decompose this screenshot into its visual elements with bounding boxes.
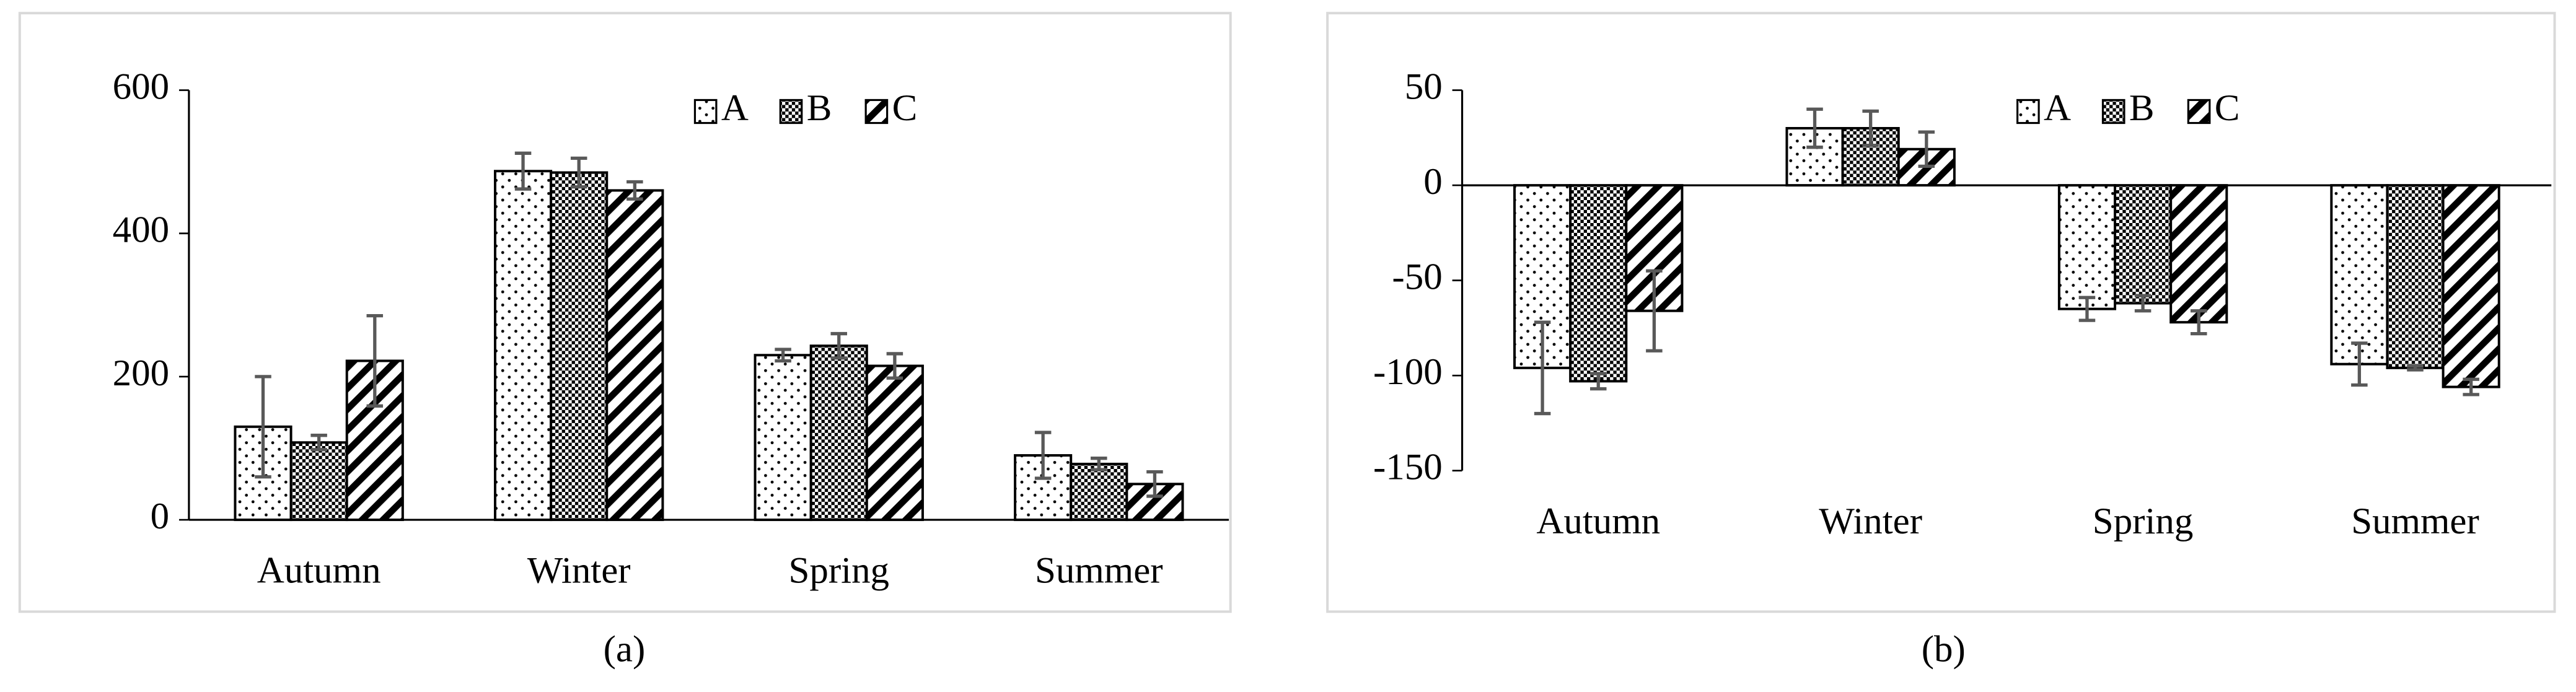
- legend-label: A: [721, 87, 749, 129]
- error-bar: [1918, 130, 1935, 169]
- error-bar: [514, 151, 532, 191]
- bar: [2057, 184, 2117, 310]
- y-tick-label: -50: [1392, 256, 1442, 298]
- bar: [605, 189, 664, 522]
- error-bar: [570, 156, 587, 189]
- x-tick-label: Summer: [2351, 501, 2479, 542]
- legend-swatch: [864, 99, 889, 125]
- legend-label: A: [2044, 87, 2071, 129]
- error-bar: [1589, 372, 1607, 391]
- caption: (a): [604, 628, 646, 670]
- error-bar: [2190, 309, 2207, 336]
- x-tick-label: Summer: [1035, 550, 1163, 591]
- bar: [1070, 462, 1128, 522]
- legend-swatch: [779, 99, 803, 125]
- error-bar: [626, 180, 643, 201]
- error-bar: [1091, 457, 1107, 471]
- y-tick-label: 50: [1405, 66, 1443, 108]
- y-tick-label: 600: [113, 66, 169, 108]
- error-bar: [1862, 109, 1879, 147]
- error-bar: [2078, 296, 2096, 322]
- bar: [550, 171, 609, 522]
- legend-label: C: [2215, 87, 2240, 129]
- error-bar: [775, 348, 791, 363]
- x-tick-label: Autumn: [1536, 501, 1660, 542]
- bar: [1569, 184, 1628, 383]
- error-bar: [1806, 107, 1823, 149]
- error-bar: [1646, 269, 1663, 353]
- caption: (b): [1922, 628, 1966, 670]
- error-bar: [1034, 431, 1052, 480]
- y-tick-label: 400: [113, 209, 169, 251]
- error-bar: [310, 434, 327, 452]
- bar: [2330, 184, 2389, 366]
- legend-label: B: [807, 87, 832, 129]
- bar: [2169, 184, 2228, 324]
- x-tick-label: Spring: [2093, 501, 2194, 542]
- legend-label: B: [2129, 87, 2155, 129]
- bar: [865, 364, 924, 522]
- error-bar: [255, 375, 271, 479]
- error-bar: [366, 314, 384, 408]
- error-bar: [2351, 341, 2368, 387]
- x-tick-label: Winter: [527, 550, 631, 591]
- error-bar: [2134, 294, 2152, 313]
- y-tick-label: 200: [113, 353, 169, 394]
- bar: [754, 354, 812, 522]
- bar: [494, 170, 553, 522]
- error-bar: [1534, 320, 1551, 416]
- bar: [809, 344, 868, 522]
- legend-swatch: [693, 99, 718, 125]
- bar: [2442, 184, 2500, 388]
- error-bar: [886, 352, 903, 380]
- y-tick-label: 0: [151, 496, 169, 537]
- bar: [2386, 184, 2445, 369]
- x-tick-label: Spring: [788, 550, 889, 591]
- y-tick-label: 0: [1423, 161, 1442, 203]
- legend-swatch: [2187, 99, 2211, 125]
- bar: [2114, 184, 2173, 305]
- bar: [289, 441, 348, 522]
- legend-swatch: [2016, 99, 2040, 125]
- error-bar: [1146, 470, 1163, 498]
- legend-swatch: [2101, 99, 2125, 125]
- x-tick-label: Winter: [1819, 501, 1922, 542]
- y-tick-label: -150: [1373, 447, 1443, 488]
- legend-label: C: [892, 87, 918, 129]
- error-bar: [830, 331, 847, 360]
- error-bar: [2463, 377, 2479, 396]
- x-tick-label: Autumn: [257, 550, 381, 591]
- y-tick-label: -100: [1373, 351, 1443, 393]
- error-bar: [2407, 364, 2424, 372]
- chart-frame: [1326, 12, 2556, 613]
- chart-frame: [18, 12, 1232, 613]
